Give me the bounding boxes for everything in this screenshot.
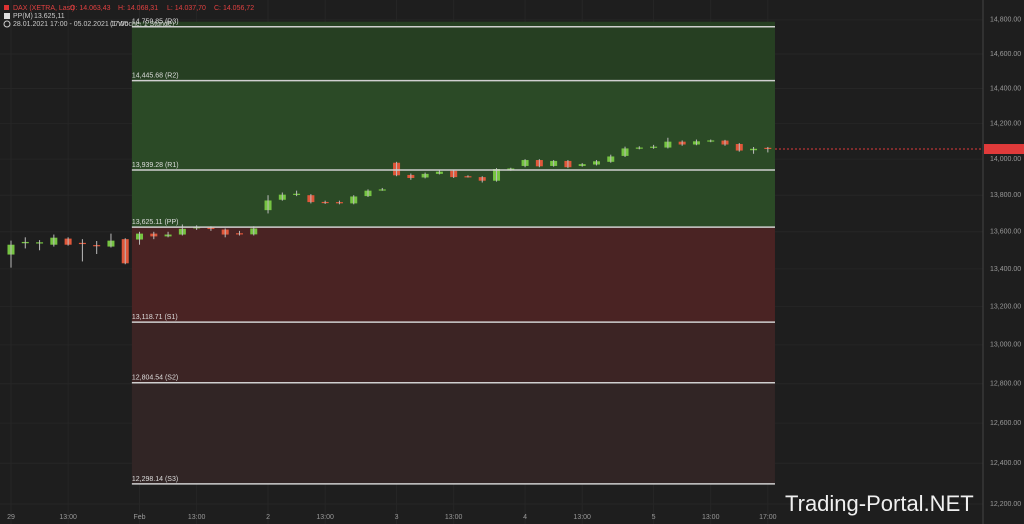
y-tick-label: 12,600.00 bbox=[990, 420, 1021, 427]
x-tick-label: 13:00 bbox=[59, 514, 77, 521]
indicator-icon bbox=[4, 13, 10, 19]
y-tick-label: 13,200.00 bbox=[990, 303, 1021, 310]
y-tick-label: 13,800.00 bbox=[990, 192, 1021, 199]
x-tick-label: 13:00 bbox=[316, 514, 334, 521]
symbol-icon bbox=[4, 5, 9, 10]
watermark: Trading-Portal.NET bbox=[785, 491, 974, 516]
y-tick-label: 14,200.00 bbox=[990, 120, 1021, 127]
y-tick-label: 13,000.00 bbox=[990, 342, 1021, 349]
x-tick-label: 2 bbox=[266, 514, 270, 521]
x-tick-label: 29 bbox=[7, 514, 15, 521]
y-tick-label: 13,400.00 bbox=[990, 266, 1021, 273]
y-tick-label: 14,400.00 bbox=[990, 85, 1021, 92]
pivot-zone bbox=[131, 382, 775, 484]
pivot-label: 12,298.14 (S3) bbox=[132, 476, 178, 483]
date-range: 28.01.2021 17:00 - 05.02.2021 17:00 bbox=[13, 21, 128, 28]
period: (1 Woche, 1 Stunde) bbox=[110, 21, 174, 28]
pivot-zone bbox=[131, 170, 775, 228]
pivot-label: 12,804.54 (S2) bbox=[132, 375, 178, 382]
x-tick-label: 5 bbox=[652, 514, 656, 521]
y-tick-label: 12,800.00 bbox=[990, 381, 1021, 388]
indicator-value: 13.625,11 bbox=[34, 13, 65, 20]
info-high: H: 14.068,31 bbox=[118, 5, 158, 12]
info-low: L: 14.037,70 bbox=[167, 5, 206, 12]
x-tick-label: 3 bbox=[395, 514, 399, 521]
x-tick-label: Feb bbox=[133, 514, 145, 521]
pivot-label: 13,939.28 (R1) bbox=[132, 162, 179, 169]
info-close: C: 14.056,72 bbox=[214, 5, 254, 12]
x-tick-label: 13:00 bbox=[702, 514, 720, 521]
y-tick-label: 14,000.00 bbox=[990, 156, 1021, 163]
x-tick-label: 4 bbox=[523, 514, 527, 521]
x-tick-label: 13:00 bbox=[445, 514, 463, 521]
x-tick-label: 13:00 bbox=[188, 514, 206, 521]
pivot-zone bbox=[131, 322, 775, 383]
pivot-label: 14,759.85 (R3) bbox=[132, 19, 179, 26]
pivot-label: 13,625.11 (PP) bbox=[132, 219, 179, 226]
y-tick-label: 14,600.00 bbox=[990, 51, 1021, 58]
y-tick-label: 12,400.00 bbox=[990, 460, 1021, 467]
pivot-zone bbox=[131, 21, 775, 81]
pivot-label: 14,445.68 (R2) bbox=[132, 72, 179, 79]
info-open: O: 14.063,43 bbox=[70, 5, 111, 12]
y-tick-label: 12,200.00 bbox=[990, 501, 1021, 508]
pivot-zone bbox=[131, 227, 775, 323]
info-symbol: DAX (XETRA, Last) bbox=[13, 5, 74, 12]
x-tick-label: 13:00 bbox=[573, 514, 591, 521]
clock-icon bbox=[3, 20, 11, 28]
x-tick-label: 17:00 bbox=[759, 514, 777, 521]
pivot-label: 13,118.71 (S1) bbox=[132, 314, 178, 321]
indicator-name: PP(M) bbox=[13, 13, 33, 20]
y-tick-label: 13,600.00 bbox=[990, 229, 1021, 236]
last-price-badge bbox=[984, 144, 1024, 155]
pivot-zone bbox=[131, 80, 775, 171]
y-tick-label: 14,800.00 bbox=[990, 17, 1021, 24]
